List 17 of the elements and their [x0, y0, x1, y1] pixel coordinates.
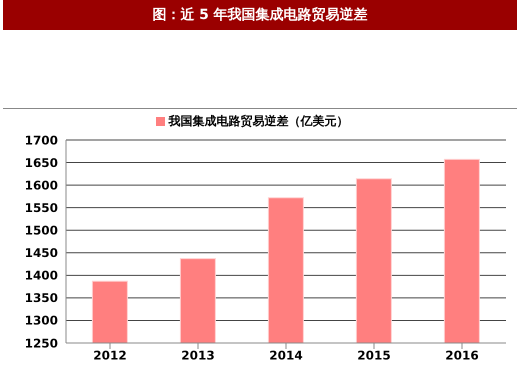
chart-title: 图：近 5 年我国集成电路贸易逆差 — [3, 0, 517, 30]
y-tick-label: 1400 — [24, 268, 58, 283]
y-tick-label: 1700 — [24, 133, 58, 148]
legend-label: 我国集成电路贸易逆差（亿美元） — [168, 114, 348, 128]
y-tick-label: 1350 — [24, 291, 58, 306]
x-tick-label: 2012 — [93, 348, 127, 363]
x-tick-label: 2014 — [269, 348, 303, 363]
x-tick-label: 2015 — [357, 348, 391, 363]
y-tick-label: 1550 — [24, 200, 58, 215]
y-tick-label: 1450 — [24, 246, 58, 260]
y-tick-label: 1600 — [24, 178, 58, 192]
y-tick-label: 1250 — [24, 336, 58, 350]
x-tick-label: 2013 — [181, 348, 215, 363]
x-tick-label: 2016 — [445, 348, 479, 363]
y-tick-label: 1300 — [24, 314, 58, 328]
y-tick-label: 1650 — [24, 156, 58, 170]
y-tick-label: 1500 — [24, 223, 58, 238]
